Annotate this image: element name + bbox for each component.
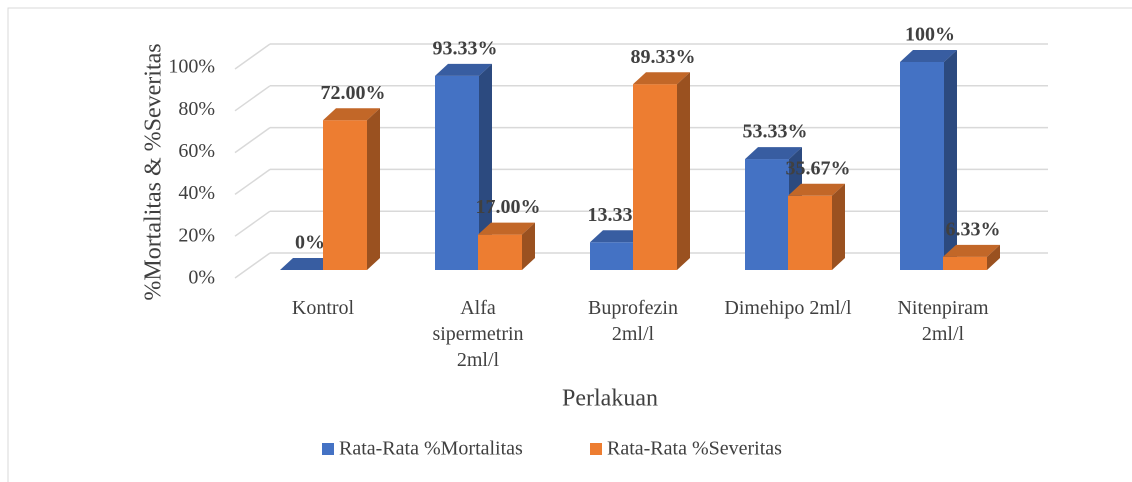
bar-top: [745, 147, 802, 160]
grid-line: [234, 210, 271, 237]
chart-border: [7, 7, 1132, 482]
grid-line: [234, 252, 271, 279]
bar-top: [788, 183, 845, 196]
data-label: 6.33%: [946, 218, 1001, 240]
y-tick-label: 40%: [178, 182, 215, 204]
x-tick-label: Alfa sipermetrin 2ml/l: [432, 297, 524, 371]
bar-side: [522, 222, 535, 270]
bar-top: [280, 258, 337, 270]
bar-side: [944, 50, 957, 270]
data-label: 17.00%: [476, 196, 541, 218]
bar-top: [633, 72, 690, 85]
bar-side: [479, 63, 492, 271]
y-tick-label: 80%: [178, 98, 215, 120]
bar-side: [677, 72, 690, 270]
data-label: 72.00%: [321, 82, 386, 104]
y-tick-label: 60%: [178, 140, 215, 162]
bar-front: [788, 195, 832, 270]
bar-top: [478, 222, 535, 235]
bar-front: [745, 159, 789, 270]
grid-line: [234, 85, 271, 112]
grid-line: [234, 168, 271, 196]
y-tick-label: 100%: [168, 56, 215, 78]
legend-label: Rata-Rata %Severitas: [607, 438, 782, 460]
bar-front: [590, 242, 634, 270]
legend-label: Rata-Rata %Mortalitas: [339, 438, 523, 460]
bar-front: [900, 62, 944, 270]
data-label: 35.67%: [786, 157, 851, 179]
legend-swatch: [322, 443, 334, 455]
bar-front: [435, 75, 479, 270]
x-tick-label: Kontrol: [291, 297, 355, 319]
data-label: 53.33%: [743, 121, 808, 143]
bar-top: [435, 63, 492, 76]
x-tick-label: Dimehipo 2ml/l: [724, 297, 852, 319]
data-label: 89.33%: [631, 46, 696, 68]
x-tick-label: Nitenpiram 2ml/l: [897, 297, 989, 345]
grid-line: [234, 126, 271, 154]
bar-top: [323, 108, 380, 121]
grid-line: [234, 43, 271, 70]
y-tick-label: 20%: [178, 224, 215, 246]
bar-top: [590, 230, 647, 243]
data-label: 0%: [295, 232, 325, 254]
bar-top: [943, 244, 1000, 257]
y-axis-title: %Mortalitas & %Severitas: [141, 43, 167, 300]
legend-swatch: [590, 443, 602, 455]
bar-side: [832, 183, 845, 270]
bar-front: [633, 84, 677, 270]
bar-side: [367, 108, 380, 271]
bar-top: [900, 50, 957, 62]
x-axis-title: Perlakuan: [562, 386, 658, 412]
data-label: 100%: [905, 24, 955, 46]
bar-side: [987, 244, 1000, 270]
y-tick-label: 0%: [188, 267, 215, 289]
bar-front: [943, 256, 987, 270]
data-label: 93.33%: [433, 37, 498, 59]
bar-front: [323, 120, 367, 271]
x-tick-label: Buprofezin 2ml/l: [588, 297, 678, 345]
bar-front: [478, 234, 522, 270]
